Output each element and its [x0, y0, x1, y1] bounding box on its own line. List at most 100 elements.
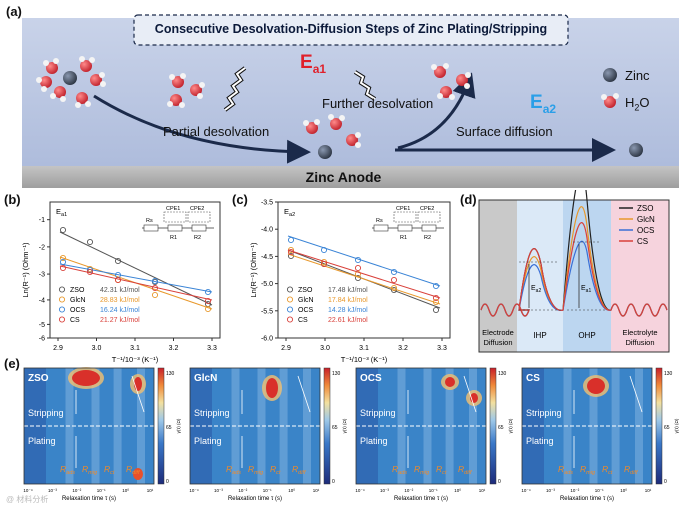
- drt-hotspot: [133, 468, 143, 480]
- panel-b-tag: Ea1: [56, 207, 67, 218]
- panel-b-point-cs: [204, 297, 212, 305]
- panel-b-fit-line-cs: [59, 265, 213, 301]
- panel-b-legend-name-zso: ZSO: [70, 287, 85, 294]
- partially-desolvated-cluster: [303, 114, 361, 159]
- drt-colorbar-tick: 130: [498, 371, 507, 377]
- panel-b-point-ocs: [151, 277, 159, 285]
- drt-arrow: [463, 375, 477, 413]
- zinc-anode: [22, 166, 679, 188]
- drt-xtick-label: 10⁰: [454, 488, 461, 493]
- drt-xtick-label: 10¹: [479, 488, 486, 493]
- ea1-sub: a1: [312, 61, 327, 76]
- panel-c-point-ocs: [320, 246, 328, 254]
- panel-d-region-label-4-a: Electrolyte: [622, 328, 657, 337]
- watermark: @ 材料分析: [6, 494, 48, 504]
- panel-c-point-zso: [432, 306, 440, 314]
- drt-streak: [91, 368, 100, 484]
- drt-xtick-label: 10⁰: [288, 488, 295, 493]
- panel-c-ytick-label: -3.5: [261, 200, 273, 207]
- desorbed-water-cluster: [431, 63, 471, 100]
- drt-xtick-label: 10⁻³: [546, 488, 555, 493]
- panel-b-label: (b): [4, 192, 21, 207]
- panel-d-region-1: [479, 200, 517, 352]
- ea2-sub: a2: [542, 101, 557, 116]
- ea1-label: Ea1: [300, 52, 326, 76]
- drt-xtick-label: 10⁻²: [404, 488, 413, 493]
- drt-peak-sub: diff: [464, 470, 472, 476]
- drt-peak-sub: diff: [132, 470, 140, 476]
- panel-c-point-cs: [432, 294, 440, 302]
- panel-b-circuit-r2: R2: [194, 235, 201, 241]
- panel-c-chart: 2.9 3.0 3.1 3.2 3.3 -3.5 -4.0 -4.5 -5.0 -5.5 -6.0 T…: [249, 200, 451, 364]
- panel-c-ytick-label: -6.0: [261, 336, 273, 343]
- drt-colorbar-tick: 130: [166, 371, 175, 377]
- panel-c-legend-marker-cs: [286, 316, 294, 323]
- drt-colorbar-tick: 65: [664, 425, 670, 431]
- panel-b-xtick-label: 3.3: [207, 345, 217, 352]
- panel-b-point-cs: [151, 284, 159, 292]
- panel-c-point-ocs: [354, 256, 362, 264]
- panel-b-legend-marker-glcn: [58, 296, 66, 303]
- drt-peak-sub: diff: [630, 470, 638, 476]
- panel-b-xlabel: T⁻¹/10⁻³ (K⁻¹): [112, 355, 159, 364]
- drt-left-band: [356, 368, 378, 484]
- drt-xtick-label: 10⁻²: [238, 488, 247, 493]
- panel-c-xtick-label: 3.2: [398, 345, 408, 352]
- drt-colorbar-label: γ(τ) (Ω): [342, 418, 347, 433]
- drt-streak: [257, 368, 266, 484]
- legend-water-icon: [601, 93, 619, 108]
- panel-b-ytick-label: -1: [39, 217, 45, 224]
- drt-map-frame: [355, 367, 487, 485]
- drt-colorbar-label: γ(τ) (Ω): [674, 418, 679, 433]
- panel-b-fit-line-ocs: [59, 263, 213, 293]
- legend-water-label: H2O: [625, 95, 650, 113]
- drt-peak-label: Rct: [104, 464, 115, 476]
- panel-d-legend-ocs: OCS: [637, 226, 654, 235]
- panel-b-ytick-label: -4: [39, 297, 45, 304]
- drt-colorbar: [323, 367, 331, 485]
- legend-h2o-sub: 2: [634, 102, 640, 113]
- panel-c-legend-name-ocs: OCS: [298, 307, 314, 314]
- further-desolvation-label: Further desolvation: [322, 96, 434, 111]
- panel-c-point-cs: [287, 248, 295, 256]
- drt-plating-label: Plating: [28, 436, 56, 446]
- drt-peak-sub: ads: [66, 470, 75, 476]
- drt-hotspot: [587, 378, 605, 394]
- panel-b-circuit-cpe2: CPE2: [190, 206, 204, 212]
- drt-xtick-label: 10⁰: [122, 488, 129, 493]
- panel-c-point-cs: [320, 260, 328, 268]
- panel-d-curve-cs: [480, 222, 668, 317]
- drt-colorbar-tick: 0: [332, 479, 335, 485]
- title-box: [133, 14, 569, 46]
- panel-c-point-cs: [354, 264, 362, 272]
- panel-b-legend-value-zso: 42.31 kJ/mol: [100, 287, 140, 294]
- drt-stripping-label: Stripping: [526, 408, 562, 418]
- panel-c-xtick-label: 3.3: [437, 345, 447, 352]
- panel-b-xtick-label: 3.2: [169, 345, 179, 352]
- drt-colorbar-tick: 130: [332, 371, 341, 377]
- panel-c-legend-value-zso: 17.48 kJ/mol: [328, 287, 368, 294]
- drt-hotspot: [266, 378, 278, 398]
- drt-colorbar: [157, 367, 165, 485]
- panel-b-legend-value-cs: 21.27 kJ/mol: [100, 317, 140, 324]
- drt-streak: [589, 368, 598, 484]
- drt-xtick-label: 10⁻⁴: [521, 488, 530, 493]
- panel-b-legend-marker-zso: [58, 286, 66, 293]
- drt-xtick-label: 10⁻³: [380, 488, 389, 493]
- drt-xtick-label: 10⁻²: [570, 488, 579, 493]
- drt-stripping-label: Stripping: [194, 408, 230, 418]
- drt-colorbar-tick: 0: [498, 479, 501, 485]
- drt-plating-label: Plating: [360, 436, 388, 446]
- released-water-cluster: [167, 73, 205, 108]
- panel-c-ytick-label: -5.0: [261, 281, 273, 288]
- panel-d-ea2-label: Ea2: [531, 285, 541, 294]
- drt-xtick-label: 10⁻³: [48, 488, 57, 493]
- wavy-arrow-1-inner: [224, 67, 246, 111]
- panel-b-point-cs: [59, 264, 67, 272]
- panel-b-legend-name-glcn: GlcN: [70, 297, 86, 304]
- panel-c-legend-name-cs: CS: [298, 317, 308, 324]
- panel-c-circuit-rs: Rs: [376, 218, 383, 224]
- drt-peak-label: Rct: [602, 464, 613, 476]
- panel-c-point-glcn: [432, 298, 440, 306]
